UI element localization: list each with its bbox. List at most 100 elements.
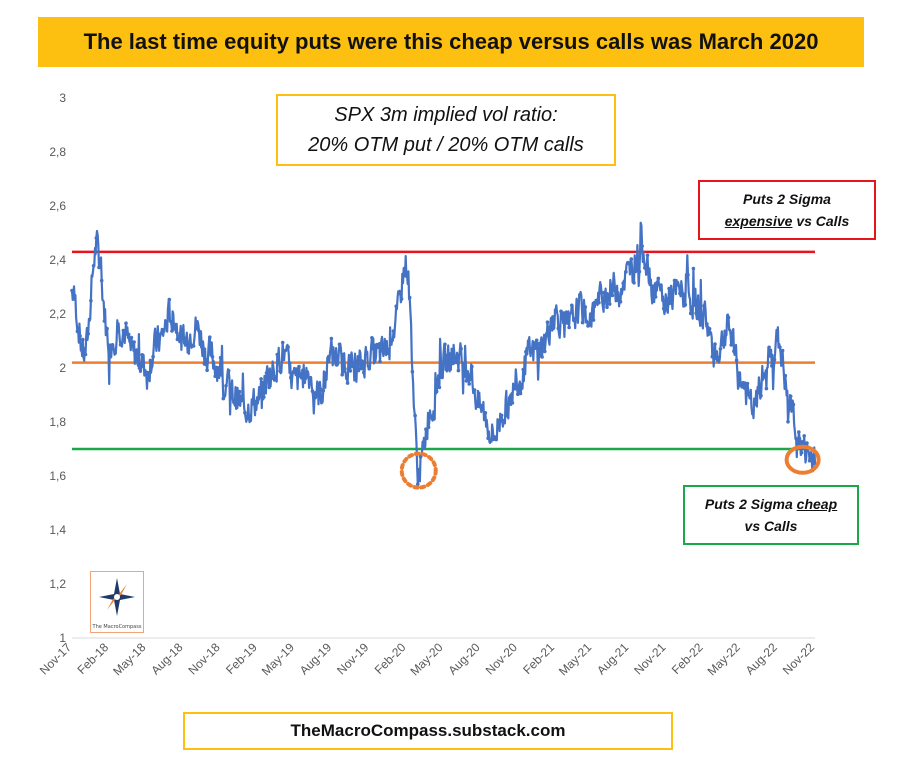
y-tick-label: 2,4 bbox=[49, 253, 66, 267]
data-point bbox=[510, 401, 515, 405]
x-tick-label: Aug-19 bbox=[297, 640, 334, 677]
data-point bbox=[578, 293, 582, 298]
data-point bbox=[629, 257, 634, 261]
y-tick-label: 2 bbox=[59, 361, 66, 375]
data-point bbox=[321, 388, 326, 393]
x-tick-label: Aug-20 bbox=[446, 640, 483, 677]
data-point bbox=[332, 354, 336, 358]
expensive-line-1: Puts 2 Sigma bbox=[743, 191, 831, 207]
data-point bbox=[432, 417, 436, 421]
data-point bbox=[548, 325, 552, 329]
data-point bbox=[245, 414, 250, 419]
data-point bbox=[575, 303, 579, 308]
data-point bbox=[389, 339, 393, 344]
data-point bbox=[97, 265, 101, 270]
data-point bbox=[110, 343, 115, 347]
data-point bbox=[405, 273, 409, 277]
chart-subtitle-box: SPX 3m implied vol ratio: 20% OTM put / … bbox=[276, 94, 616, 166]
data-point bbox=[729, 343, 733, 347]
data-point bbox=[413, 413, 417, 418]
data-point bbox=[448, 352, 453, 356]
data-point bbox=[434, 389, 439, 394]
data-point bbox=[534, 338, 539, 343]
data-point bbox=[181, 327, 185, 332]
x-tick-label: May-18 bbox=[110, 640, 148, 678]
data-point bbox=[278, 369, 282, 373]
data-point bbox=[691, 266, 696, 271]
data-point bbox=[553, 308, 558, 312]
data-point bbox=[159, 331, 163, 336]
data-point bbox=[291, 370, 296, 375]
data-point bbox=[707, 327, 712, 331]
data-point bbox=[702, 304, 706, 308]
title-banner: The last time equity puts were this chea… bbox=[38, 17, 864, 67]
data-point bbox=[137, 366, 142, 370]
data-point bbox=[248, 414, 253, 418]
data-point bbox=[213, 374, 217, 379]
data-point bbox=[386, 351, 390, 356]
data-point bbox=[154, 339, 158, 344]
data-point bbox=[753, 398, 758, 403]
y-tick-label: 1 bbox=[59, 631, 66, 645]
data-point bbox=[372, 343, 377, 348]
data-point bbox=[305, 375, 309, 379]
data-point bbox=[715, 358, 720, 363]
data-point bbox=[743, 381, 747, 385]
data-point bbox=[653, 295, 658, 299]
data-point bbox=[640, 244, 644, 248]
data-point bbox=[680, 291, 685, 296]
data-point bbox=[197, 329, 201, 333]
data-point bbox=[464, 379, 469, 383]
data-point bbox=[526, 339, 531, 343]
data-point bbox=[310, 389, 315, 394]
data-point bbox=[199, 344, 204, 349]
data-point bbox=[359, 366, 363, 371]
data-point bbox=[505, 413, 509, 418]
data-point bbox=[470, 364, 474, 369]
data-point bbox=[556, 326, 561, 331]
data-point bbox=[624, 270, 628, 274]
data-point bbox=[394, 304, 399, 309]
data-point bbox=[748, 395, 752, 400]
data-point bbox=[791, 402, 796, 407]
data-point bbox=[462, 361, 466, 366]
data-point bbox=[580, 320, 585, 325]
data-point bbox=[643, 266, 647, 270]
data-point bbox=[256, 397, 261, 401]
data-point bbox=[767, 345, 771, 350]
data-point bbox=[262, 395, 266, 399]
data-point bbox=[572, 317, 577, 321]
data-point bbox=[486, 436, 490, 441]
data-point bbox=[478, 404, 482, 409]
data-point bbox=[788, 394, 793, 399]
logo-wordmark: The MacroCompass bbox=[92, 624, 142, 630]
data-point bbox=[602, 290, 607, 295]
x-tick-label: May-19 bbox=[259, 640, 297, 678]
x-tick-label: Feb-20 bbox=[372, 640, 409, 677]
data-point bbox=[208, 335, 212, 340]
data-point bbox=[472, 388, 477, 392]
data-point bbox=[775, 338, 779, 343]
data-point bbox=[772, 357, 777, 362]
data-point bbox=[397, 291, 401, 296]
data-point bbox=[216, 366, 220, 370]
data-point bbox=[340, 372, 345, 377]
data-point bbox=[559, 309, 563, 314]
data-point bbox=[118, 343, 123, 347]
data-point bbox=[335, 363, 339, 367]
data-point bbox=[148, 358, 153, 363]
data-point bbox=[616, 298, 620, 303]
data-point bbox=[308, 378, 312, 383]
data-point bbox=[737, 371, 742, 375]
x-tick-label: May-22 bbox=[705, 640, 743, 678]
data-point bbox=[802, 434, 806, 438]
data-point bbox=[516, 392, 520, 397]
data-point bbox=[451, 361, 455, 366]
data-point bbox=[675, 283, 679, 287]
data-point bbox=[778, 345, 782, 350]
subtitle-line-2: 20% OTM put / 20% OTM calls bbox=[308, 134, 584, 156]
data-point bbox=[613, 288, 617, 293]
y-tick-label: 1,2 bbox=[49, 577, 66, 591]
data-point bbox=[588, 313, 593, 317]
data-point bbox=[353, 373, 358, 377]
